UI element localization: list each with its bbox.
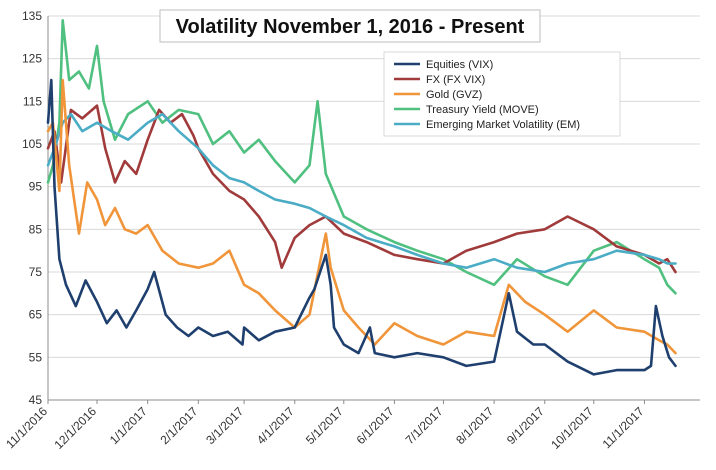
series-line <box>46 78 677 376</box>
y-tick-label: 115 <box>23 94 42 108</box>
series-line <box>46 19 677 295</box>
legend: Equities (VIX) FX (FX VIX) Gold (GVZ) Treas… <box>383 51 621 137</box>
y-tick-labels: 45 55 65 75 85 95 105 115 125 135 <box>22 9 42 407</box>
y-tick-label: 95 <box>29 180 43 194</box>
title-box-border <box>159 9 541 43</box>
y-tick-label: 75 <box>29 265 43 279</box>
chart-title: Volatility November 1, 2016 - Present <box>176 16 525 38</box>
chart-title-box: Volatility November 1, 2016 - Present <box>159 9 541 43</box>
y-tick-label: 45 <box>29 393 43 407</box>
y-tick-label: 105 <box>22 137 42 151</box>
y-tick-label: 65 <box>29 308 43 322</box>
legend-label: FX (FX VIX) <box>426 74 485 86</box>
y-tick-label: 55 <box>29 350 43 364</box>
y-tick-label: 85 <box>29 222 43 236</box>
y-tick-label: 135 <box>22 9 42 23</box>
legend-box <box>383 51 621 137</box>
legend-label: Gold (GVZ) <box>426 89 482 101</box>
legend-label: Treasury Yield (MOVE) <box>426 104 539 116</box>
y-tick-label: 125 <box>22 52 42 66</box>
series-line <box>46 112 677 274</box>
axes <box>47 16 700 404</box>
series-lines <box>46 19 677 376</box>
series-line <box>46 104 677 274</box>
legend-label: Equities (VIX) <box>426 59 493 71</box>
legend-label: Emerging Market Volatility (EM) <box>426 119 580 131</box>
